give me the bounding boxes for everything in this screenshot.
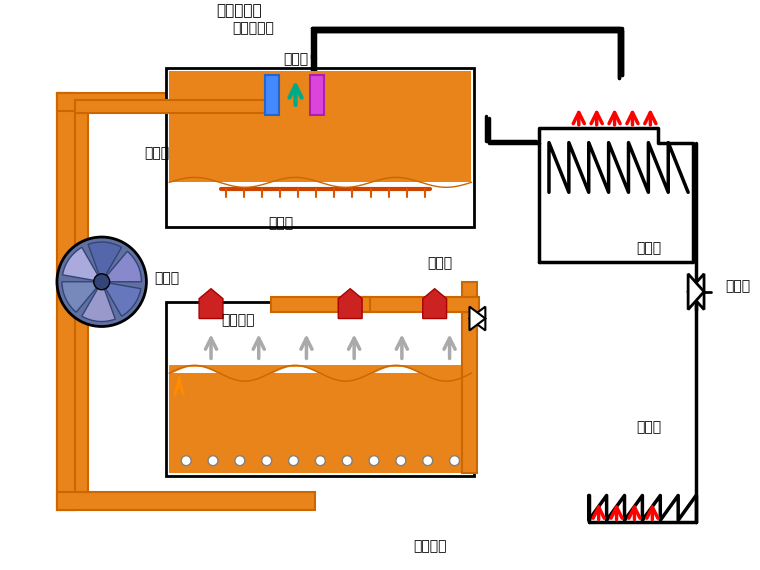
- Bar: [271, 296, 370, 312]
- Text: 节流阀: 节流阀: [725, 279, 750, 293]
- Polygon shape: [338, 289, 362, 319]
- Bar: [350, 296, 480, 312]
- Polygon shape: [423, 289, 447, 319]
- Text: 浓溶液: 浓溶液: [427, 256, 452, 270]
- Circle shape: [261, 455, 271, 466]
- Bar: [264, 75, 279, 115]
- Bar: [166, 302, 474, 475]
- Wedge shape: [102, 251, 141, 282]
- Polygon shape: [470, 307, 486, 331]
- Bar: [463, 299, 477, 473]
- Text: 蒸发器: 蒸发器: [636, 241, 661, 255]
- Text: 蒸汽发生器: 蒸汽发生器: [232, 21, 274, 35]
- Text: 冷凝器: 冷凝器: [636, 420, 661, 434]
- Circle shape: [369, 455, 379, 466]
- Circle shape: [181, 455, 192, 466]
- Polygon shape: [470, 307, 486, 331]
- Bar: [169, 373, 471, 473]
- Text: 循环泵: 循环泵: [154, 271, 179, 285]
- Circle shape: [208, 455, 218, 466]
- Circle shape: [423, 455, 432, 466]
- Bar: [310, 75, 325, 115]
- Circle shape: [450, 455, 460, 466]
- Circle shape: [315, 455, 325, 466]
- Text: 加热过程: 加热过程: [221, 314, 255, 328]
- Bar: [463, 282, 477, 312]
- Bar: [57, 492, 315, 510]
- Bar: [166, 68, 474, 227]
- Bar: [74, 100, 274, 113]
- Wedge shape: [88, 242, 122, 282]
- Bar: [57, 93, 74, 510]
- Polygon shape: [199, 289, 223, 319]
- Text: 吸收器: 吸收器: [268, 216, 293, 230]
- Circle shape: [93, 274, 109, 290]
- Text: 稀溶液: 稀溶液: [144, 146, 169, 161]
- Circle shape: [396, 455, 406, 466]
- Bar: [57, 93, 315, 111]
- Text: 制冷工质: 制冷工质: [413, 539, 446, 553]
- Circle shape: [342, 455, 352, 466]
- Bar: [169, 71, 471, 182]
- Bar: [57, 93, 74, 510]
- Text: 冷却水: 冷却水: [283, 52, 308, 66]
- Polygon shape: [688, 274, 704, 310]
- Wedge shape: [62, 282, 102, 312]
- Wedge shape: [102, 282, 141, 316]
- Text: 蒸汽发生器: 蒸汽发生器: [216, 3, 261, 18]
- Bar: [74, 105, 87, 492]
- Circle shape: [57, 237, 147, 327]
- Polygon shape: [688, 274, 704, 310]
- Wedge shape: [82, 282, 116, 321]
- Circle shape: [289, 455, 299, 466]
- Polygon shape: [174, 376, 184, 396]
- Wedge shape: [62, 247, 102, 282]
- Circle shape: [235, 455, 245, 466]
